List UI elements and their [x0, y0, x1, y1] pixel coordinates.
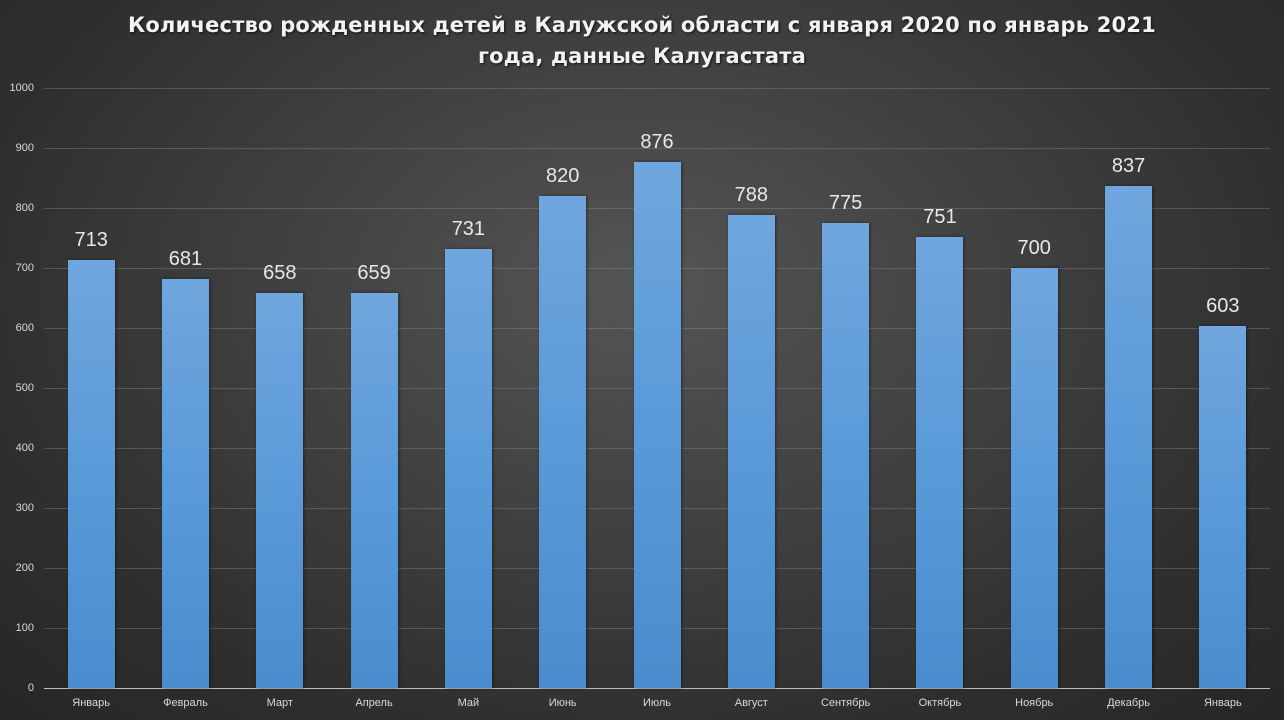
data-label: 820 [546, 165, 580, 187]
chart-title-line-2: года, данные Калугастата [478, 44, 806, 68]
bar [444, 249, 492, 688]
chart-title: Количество рожденных детей в Калужской о… [0, 10, 1284, 72]
gridline [44, 88, 1270, 89]
x-tick-label: Август [734, 697, 768, 709]
y-tick-label: 400 [15, 442, 34, 454]
data-label: 837 [1111, 154, 1146, 177]
bar [539, 196, 587, 688]
y-tick-label: 900 [15, 142, 34, 154]
y-tick-label: 1000 [9, 82, 34, 94]
bar [1105, 185, 1153, 688]
bar [1199, 326, 1247, 688]
bar [161, 279, 209, 688]
data-label: 775 [828, 192, 863, 214]
x-tick-label: Ноябрь [1015, 697, 1054, 709]
data-label: 788 [734, 184, 768, 207]
x-tick-label: Январь [1203, 697, 1242, 709]
x-tick-label: Июль [642, 697, 672, 709]
y-tick-label: 600 [15, 322, 34, 334]
data-label: 603 [1206, 295, 1240, 318]
x-tick-label: Май [457, 697, 480, 709]
data-label: 659 [357, 261, 391, 284]
y-tick-label: 800 [15, 202, 34, 214]
y-tick-label: 700 [15, 262, 34, 274]
bar [633, 162, 681, 688]
x-tick-label: Март [266, 697, 293, 709]
y-tick-label: 0 [27, 682, 34, 694]
y-tick-label: 500 [15, 382, 34, 394]
bar [350, 292, 398, 688]
x-tick-label: Сентябрь [820, 697, 871, 709]
plot-area: 713 681 658 659 731 820 876 788 775 751 700 837 603 [44, 88, 1270, 689]
chart-title-line-1: Количество рожденных детей в Калужской о… [128, 13, 1156, 37]
bar [916, 237, 964, 688]
x-tick-label: Январь [72, 697, 110, 709]
gridline [44, 148, 1270, 149]
x-tick-label: Февраль [163, 697, 208, 709]
data-label: 731 [451, 218, 486, 241]
data-label: 751 [923, 206, 957, 229]
y-tick-label: 300 [15, 502, 34, 514]
y-tick-label: 200 [15, 562, 34, 574]
bar [67, 260, 115, 688]
y-tick-label: 100 [15, 622, 34, 634]
x-tick-label: Декабрь [1107, 697, 1150, 709]
data-label: 681 [168, 248, 203, 271]
x-axis-line [44, 688, 1270, 689]
x-tick-label: Апрель [355, 697, 393, 709]
bar [256, 293, 304, 688]
data-label: 876 [640, 131, 674, 154]
bar [1010, 268, 1058, 688]
bar [822, 223, 870, 688]
bar [727, 215, 775, 688]
data-label: 700 [1017, 237, 1051, 259]
data-label: 658 [263, 262, 297, 285]
x-tick-label: Октябрь [918, 697, 962, 709]
x-tick-label: Июнь [548, 697, 577, 709]
data-label: 713 [74, 229, 108, 252]
